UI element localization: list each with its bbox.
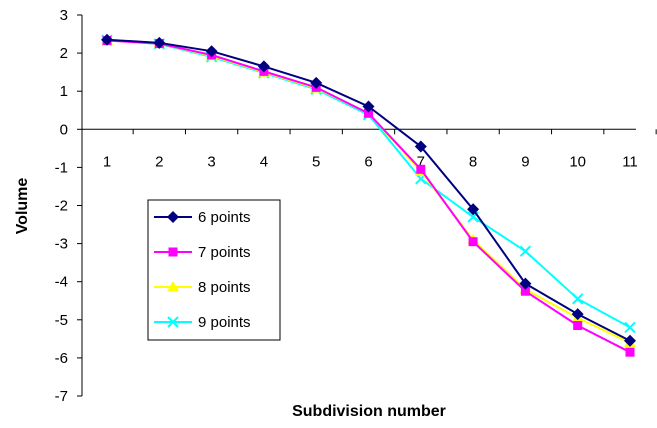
data-point	[571, 293, 584, 305]
data-point	[519, 277, 532, 290]
y-axis: 3 2 1 0 -1 -2 -3 -4 -5 -6 -7	[55, 7, 83, 405]
series-6-points	[101, 33, 636, 347]
legend-label: 6 points	[198, 209, 251, 226]
legend-entry-6-points: 6 points	[154, 209, 251, 226]
x-tick-label: 9	[521, 153, 529, 170]
y-tick-label: 2	[60, 45, 68, 62]
y-tick-label: -3	[55, 236, 68, 253]
data-point	[364, 108, 373, 118]
data-point	[571, 308, 584, 321]
data-point	[624, 334, 636, 347]
x-tick-label: 8	[469, 153, 477, 170]
data-point	[624, 321, 636, 334]
legend-marker	[167, 281, 179, 292]
legend-marker	[167, 211, 179, 223]
x-tick-label: 7	[417, 153, 425, 170]
legend-label: 8 points	[198, 279, 251, 296]
data-point	[414, 140, 427, 153]
x-tick-label: 5	[312, 153, 320, 170]
data-point	[625, 347, 635, 357]
y-tick-label: -2	[55, 198, 68, 215]
y-tick-label: 3	[60, 7, 68, 24]
y-tick-label: -6	[55, 350, 68, 367]
x-tick-label: 2	[155, 153, 163, 170]
legend-marker	[167, 316, 179, 328]
legend-entry-8-points: 8 points	[154, 279, 251, 296]
series-group	[101, 33, 636, 357]
y-tick-label: 0	[60, 121, 68, 138]
y-tick-group: 3 2 1 0 -1 -2 -3 -4 -5 -6 -7	[55, 7, 82, 405]
x-tick-label: 11	[622, 153, 638, 170]
legend-label: 7 points	[198, 244, 251, 261]
x-tick-label: 6	[364, 153, 372, 170]
legend-box	[147, 199, 281, 341]
data-point	[520, 286, 530, 296]
y-axis-title: Volume	[14, 178, 31, 235]
legend-marker	[168, 247, 178, 257]
legend-entry-7-points: 7 points	[154, 244, 251, 261]
y-tick-label: -4	[55, 274, 68, 291]
x-tick-label: 10	[569, 153, 586, 170]
data-point	[205, 45, 218, 58]
data-point	[362, 100, 375, 113]
x-tick-label: 4	[260, 153, 268, 170]
data-point	[468, 237, 478, 247]
data-point	[467, 203, 480, 216]
y-tick-label: 1	[60, 83, 68, 100]
x-axis-title: Subdivision number	[292, 403, 446, 420]
data-point	[153, 36, 166, 49]
y-tick-label: -7	[55, 388, 68, 405]
legend-label: 9 points	[198, 314, 251, 331]
data-point	[573, 321, 583, 331]
x-tick-label: 3	[207, 153, 215, 170]
y-tick-label: -5	[55, 312, 68, 329]
data-point	[416, 164, 426, 174]
data-point	[257, 60, 270, 73]
data-point	[101, 33, 113, 46]
legend: 6 points 7 points 8 points 9 points	[147, 199, 281, 341]
legend-entry-9-points: 9 points	[154, 314, 251, 331]
x-tick-group: 1 2 3 4 5 6 7 8 9 10 11	[103, 129, 657, 170]
data-point	[519, 245, 532, 257]
x-tick-label: 1	[103, 153, 111, 170]
y-tick-label: -1	[55, 159, 68, 176]
x-axis: 1 2 3 4 5 6 7 8 9 10 11	[82, 128, 657, 170]
data-point	[310, 76, 323, 89]
